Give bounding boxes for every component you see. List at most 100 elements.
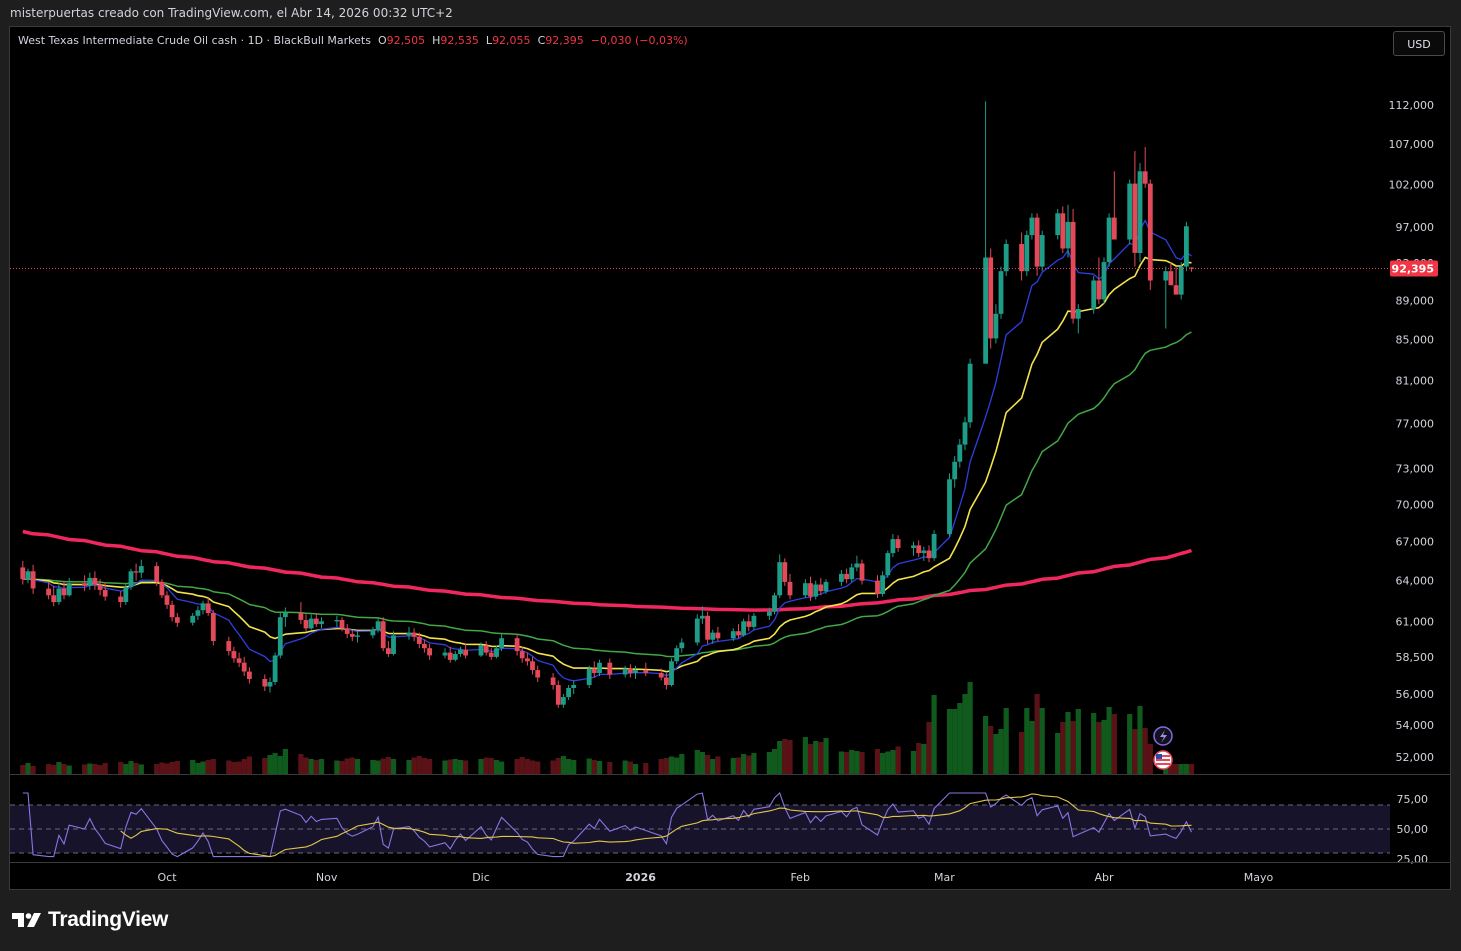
- price-tick-label: 85,000: [1396, 333, 1435, 346]
- volume-bar: [1168, 764, 1174, 774]
- volume-bar: [231, 762, 237, 774]
- chart-frame[interactable]: [9, 26, 1451, 890]
- volume-bar: [802, 737, 808, 774]
- volume-bar: [766, 752, 772, 774]
- volume-bar: [174, 761, 180, 774]
- candle-body: [535, 670, 541, 678]
- last-price-badge-label: 92,395: [1392, 263, 1434, 276]
- price-tick-label: 67,000: [1396, 536, 1435, 549]
- volume-bar: [777, 741, 783, 774]
- candle-body: [20, 567, 26, 580]
- volume-bar: [710, 759, 716, 774]
- ma-50-line: [22, 331, 1192, 658]
- volume-bar: [1173, 764, 1179, 774]
- candle-body: [550, 677, 556, 685]
- volume-bar: [730, 758, 736, 774]
- close-label: C: [537, 34, 546, 47]
- price-tick-label: 107,000: [1389, 138, 1435, 151]
- volume-bar: [406, 760, 412, 774]
- open-value: 92,505: [386, 34, 426, 47]
- volume-bar: [627, 761, 633, 774]
- change-value: −0,030 (−0,03%): [590, 34, 688, 47]
- volume-bar: [874, 749, 881, 774]
- price-tick-label: 52,000: [1396, 751, 1435, 764]
- volume-bar: [1019, 732, 1025, 774]
- volume-bar: [236, 761, 242, 774]
- volume-bar: [118, 762, 124, 774]
- candle-body: [890, 539, 896, 554]
- candle-body: [1178, 266, 1184, 295]
- volume-bar: [854, 751, 860, 774]
- volume-bar: [607, 762, 613, 774]
- candle-body: [118, 596, 124, 602]
- candle-body: [97, 584, 103, 590]
- candle-body: [530, 661, 535, 671]
- volume-bar: [128, 761, 134, 774]
- candle-body: [154, 566, 160, 582]
- volume-bar: [318, 759, 325, 774]
- volume-bar: [354, 759, 361, 774]
- candle-body: [210, 613, 216, 641]
- volume-bar: [916, 743, 922, 774]
- rsi-tick-label: 75,00: [1397, 793, 1429, 806]
- volume-bar: [195, 763, 201, 774]
- ma-9-line: [22, 219, 1192, 682]
- candle-body: [499, 638, 504, 649]
- candle-body: [313, 618, 319, 625]
- us-flag-stripe-icon: [1156, 759, 1170, 761]
- candle-body: [679, 642, 685, 649]
- price-tick-label: 58,500: [1396, 651, 1435, 664]
- high-label: H: [432, 34, 441, 47]
- candle-body: [710, 632, 716, 640]
- volume-bar: [421, 758, 427, 774]
- candle-body: [1132, 183, 1138, 253]
- volume-bar: [751, 753, 757, 774]
- volume-bar: [339, 761, 345, 774]
- candle-body: [823, 581, 829, 592]
- candle-body: [607, 662, 613, 675]
- candle-body: [967, 363, 973, 423]
- candle-body: [1039, 235, 1045, 267]
- price-tick-label: 102,000: [1389, 179, 1435, 192]
- candle-body: [1091, 280, 1097, 309]
- volume-bar: [488, 758, 494, 774]
- candle-body: [375, 621, 381, 630]
- candle-body: [694, 618, 700, 643]
- candle-body: [921, 550, 927, 554]
- candle-body: [205, 603, 211, 613]
- candle-body: [736, 631, 741, 636]
- volume-bar: [699, 752, 705, 774]
- volume-bar: [885, 751, 891, 774]
- volume-bar: [679, 754, 685, 774]
- candle-body: [962, 422, 968, 445]
- volume-bar: [298, 754, 304, 774]
- price-tick-label: 61,000: [1396, 615, 1435, 628]
- candle-body: [674, 648, 680, 662]
- candle-body: [488, 652, 494, 657]
- candle-body: [82, 583, 87, 586]
- volume-bar: [807, 744, 814, 774]
- volume-bar: [586, 758, 592, 774]
- candle-body: [715, 632, 721, 639]
- volume-bar: [25, 763, 31, 774]
- volume-bar: [782, 739, 788, 774]
- candle-body: [957, 444, 963, 462]
- volume-bar: [349, 757, 355, 774]
- candle-body: [1096, 280, 1102, 300]
- open-label: O: [377, 34, 387, 47]
- candle-body: [777, 562, 783, 596]
- currency-button[interactable]: USD: [1393, 31, 1445, 56]
- last-price-badge[interactable]: [1390, 260, 1438, 277]
- volume-bar: [694, 750, 700, 774]
- volume-bar: [591, 760, 597, 774]
- volume-bar: [1091, 713, 1097, 774]
- volume-bar: [375, 760, 381, 774]
- candle-body: [885, 553, 891, 576]
- volume-bar: [457, 760, 464, 774]
- candle-body: [355, 635, 360, 637]
- volume-bar: [571, 760, 577, 774]
- volume-bar: [159, 762, 165, 774]
- tradingview-logo[interactable]: TradingView: [12, 908, 168, 932]
- volume-bar: [385, 757, 391, 774]
